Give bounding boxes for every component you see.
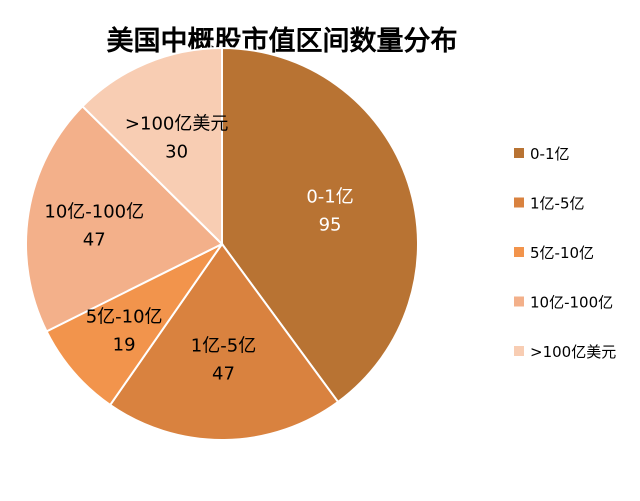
slice-category-label: 5亿-10亿	[86, 307, 163, 328]
pie-slice	[45, 243, 223, 407]
legend-swatch	[514, 247, 524, 257]
slice-category-label: 0-1亿	[306, 187, 353, 208]
slice-value-label: 47	[83, 230, 106, 251]
pie-slice	[108, 242, 340, 441]
legend-label: 0-1亿	[530, 145, 570, 163]
pie-slices	[25, 46, 419, 441]
legend-swatch	[514, 346, 524, 356]
slice-category-label: 1亿-5亿	[191, 336, 256, 357]
slice-value-label: 19	[113, 335, 136, 356]
slice-value-label: 95	[319, 215, 342, 236]
legend-label: 10亿-100亿	[530, 294, 613, 312]
slice-value-label: 30	[165, 142, 188, 163]
pie-slice	[25, 104, 224, 333]
slice-value-label: 47	[212, 364, 235, 385]
legend: 0-1亿 1亿-5亿 5亿-10亿 10亿-100亿 >100亿美元	[514, 145, 616, 361]
slice-category-label: 10亿-100亿	[44, 202, 144, 223]
legend-label: 5亿-10亿	[530, 244, 594, 262]
slice-category-label: >100亿美元	[125, 114, 228, 135]
legend-swatch	[514, 148, 524, 158]
legend-swatch	[514, 197, 524, 208]
legend-label: 1亿-5亿	[530, 195, 585, 213]
slice-labels: 0-1亿 95 1亿-5亿 47 5亿-10亿 19 10亿-100亿 47 >100亿美元 30	[44, 114, 353, 385]
legend-label: >100亿美元	[530, 343, 616, 361]
pie-slice	[81, 46, 223, 247]
legend-swatch	[514, 296, 524, 307]
chart-title: 美国中概股市值区间数量分布	[107, 25, 458, 57]
pie-slice	[221, 46, 419, 404]
